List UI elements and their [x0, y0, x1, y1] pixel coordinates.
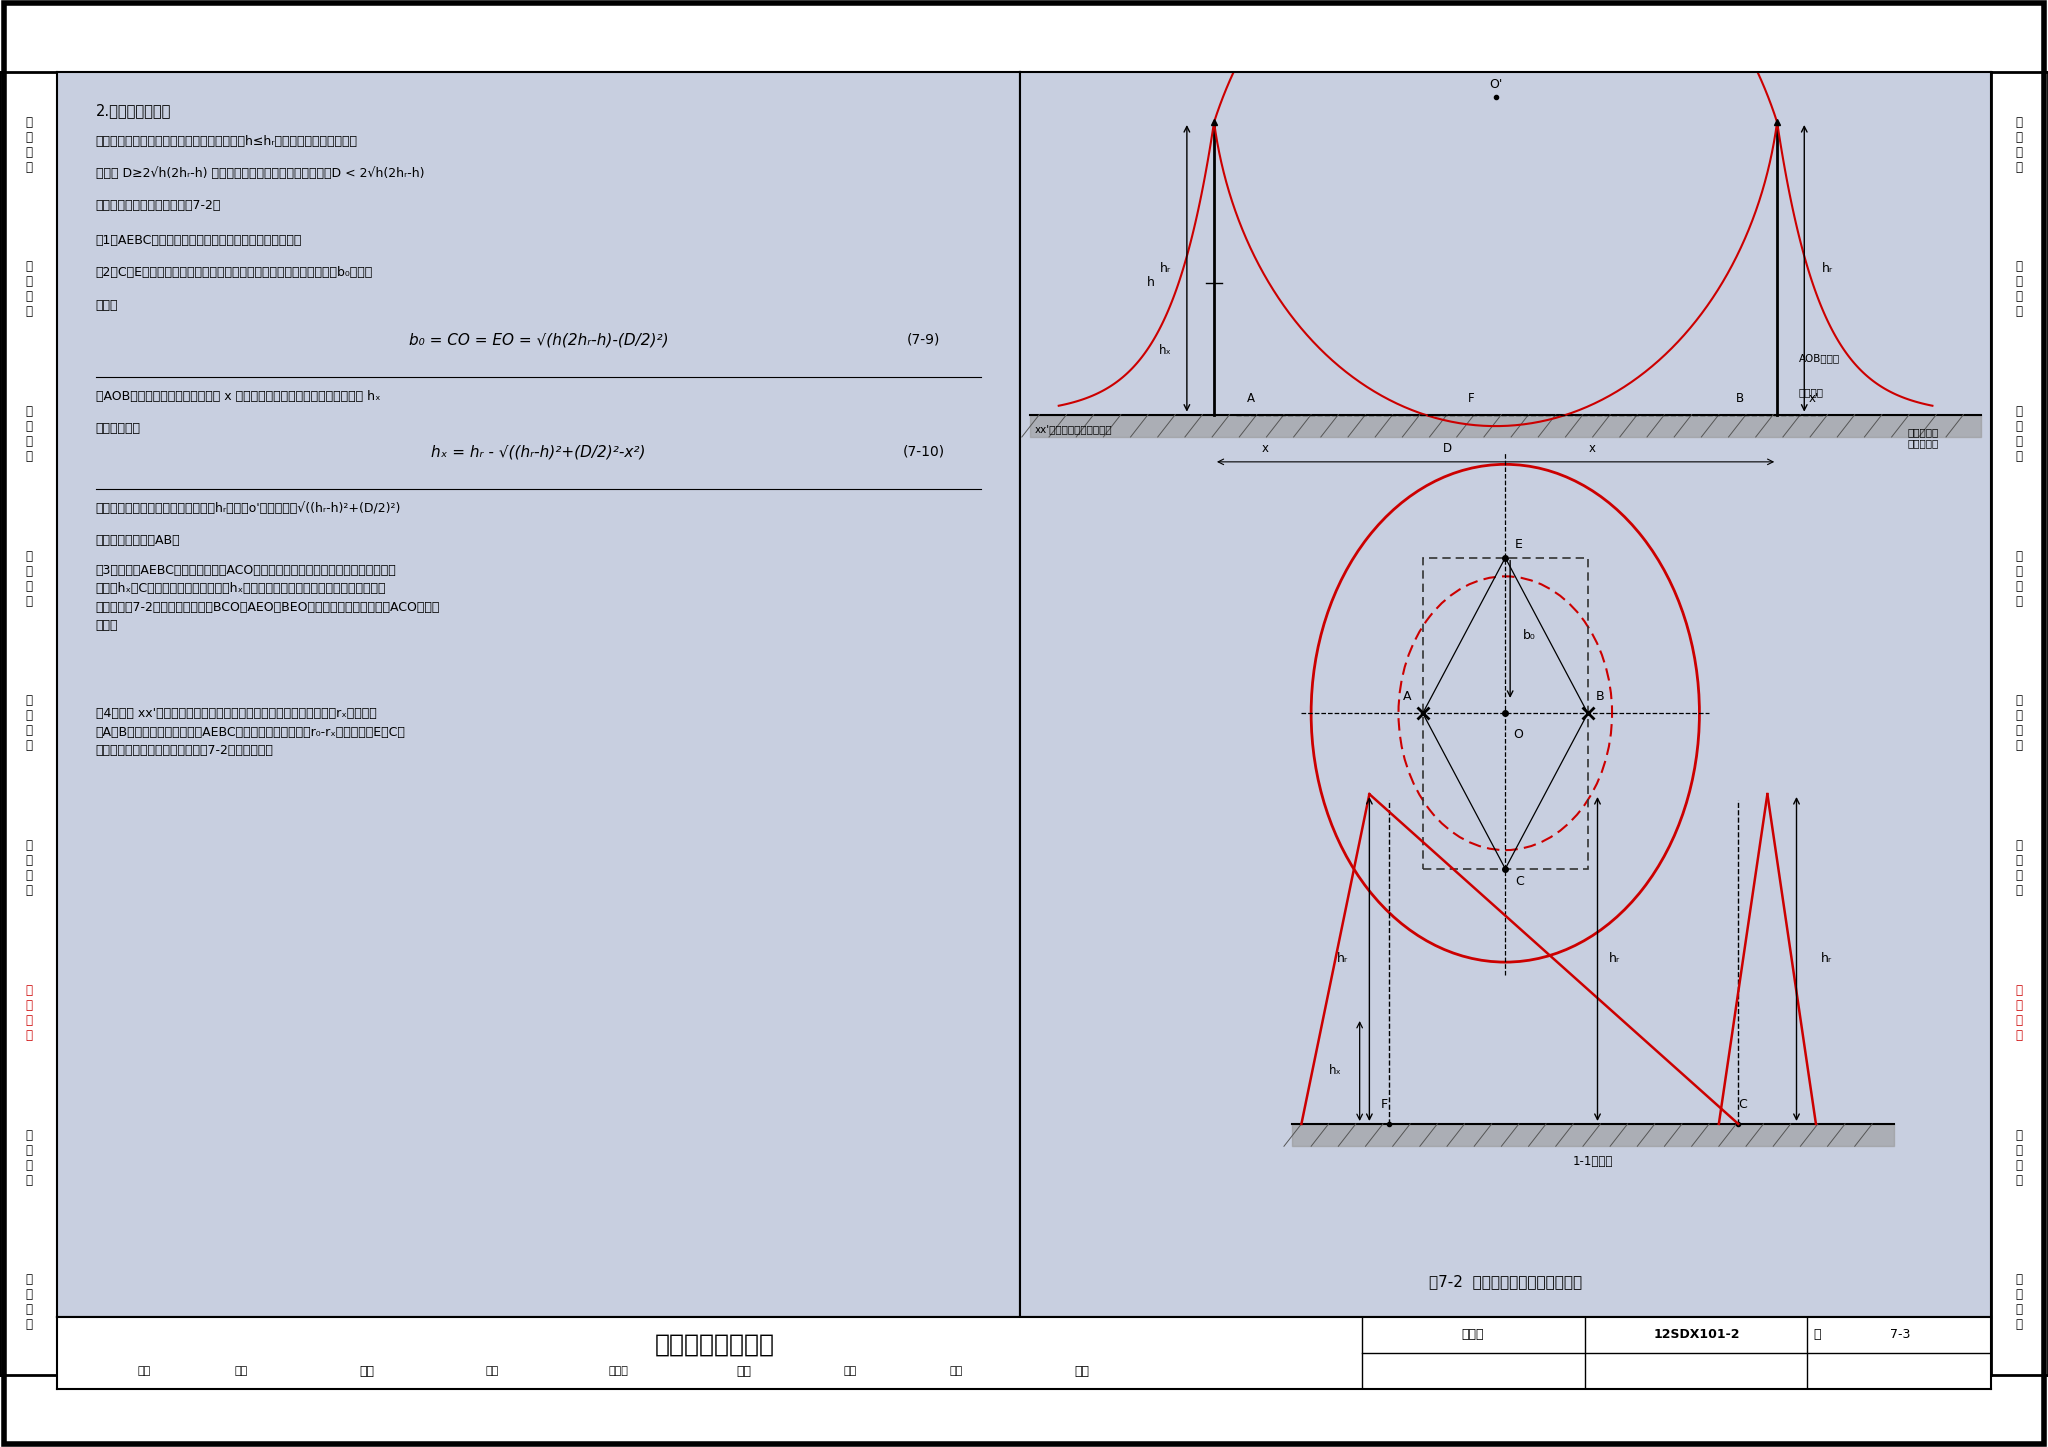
- Text: 保护范围: 保护范围: [1798, 388, 1823, 396]
- Text: 审核: 审核: [137, 1366, 152, 1376]
- Text: 工
程
示
例: 工 程 示 例: [2015, 1273, 2023, 1331]
- Text: 按下式确定：: 按下式确定：: [96, 423, 141, 436]
- Text: 的距离 D≥2√h(2hᵣ-h) 时，应按单支接闪杆的方法确定；当D < 2√h(2hᵣ-h): 的距离 D≥2√h(2hᵣ-h) 时，应按单支接闪杆的方法确定；当D < 2√h…: [96, 166, 424, 179]
- Text: 照
明
计
算: 照 明 计 算: [2015, 839, 2023, 897]
- Text: 巨力: 巨力: [358, 1365, 375, 1378]
- Text: 万力: 万力: [233, 1366, 248, 1376]
- Text: 马晓伟: 马晓伟: [608, 1366, 629, 1376]
- Text: 在AOB轴线上，距中心线任一距离 x 处，其在保护范围上边线上的保护高度 hₓ: 在AOB轴线上，距中心线任一距离 x 处，其在保护范围上边线上的保护高度 hₓ: [96, 389, 381, 402]
- Text: 易跻: 易跻: [735, 1365, 752, 1378]
- Text: 线
缆
截
面: 线 缆 截 面: [2015, 550, 2023, 608]
- Text: b₀: b₀: [1524, 629, 1536, 642]
- Text: hₓ: hₓ: [1329, 1065, 1341, 1078]
- Text: 常
用
设
备: 常 用 设 备: [25, 695, 33, 752]
- Text: 7-3: 7-3: [1890, 1328, 1911, 1340]
- Text: 防
雷
接
地: 防 雷 接 地: [2015, 984, 2023, 1042]
- Text: hᵣ: hᵣ: [1337, 952, 1348, 965]
- Text: 页: 页: [1812, 1328, 1821, 1340]
- Text: 照
明
计
算: 照 明 计 算: [25, 839, 33, 897]
- Text: F: F: [1468, 392, 1475, 405]
- Text: O': O': [1489, 78, 1503, 91]
- Text: (7-10): (7-10): [903, 444, 944, 459]
- Text: 计算：: 计算：: [96, 300, 119, 313]
- Text: 设计: 设计: [844, 1366, 856, 1376]
- Text: x: x: [1262, 441, 1270, 454]
- Text: hᵣ: hᵣ: [1159, 262, 1171, 275]
- Text: （2）C、E点位于两杆间的垂直平分线上，在地面每侧的最小保护宽度b₀按下式: （2）C、E点位于两杆间的垂直平分线上，在地面每侧的最小保护宽度b₀按下式: [96, 266, 373, 279]
- Text: （1）AEBC外侧的保护范围，按单支接闪杆的方法确定。: （1）AEBC外侧的保护范围，按单支接闪杆的方法确定。: [96, 234, 303, 247]
- Text: (7-9): (7-9): [907, 333, 940, 347]
- Text: 线
缆
截
面: 线 缆 截 面: [25, 550, 33, 608]
- Text: 继
电
保
护: 继 电 保 护: [25, 405, 33, 463]
- Text: 地面上保护
范围的截面: 地面上保护 范围的截面: [1907, 427, 1937, 449]
- Text: 负
荷
计
算: 负 荷 计 算: [2015, 116, 2023, 174]
- Text: 校对: 校对: [485, 1366, 500, 1376]
- Text: 弱
电
计
算: 弱 电 计 算: [2015, 1129, 2023, 1187]
- Text: hᵣ: hᵣ: [1823, 262, 1833, 275]
- Text: hₓ: hₓ: [1159, 344, 1171, 357]
- Text: 12SDX101-2: 12SDX101-2: [1653, 1328, 1741, 1340]
- Text: F: F: [1380, 1098, 1386, 1111]
- Text: x: x: [1589, 441, 1595, 454]
- Text: 负
荷
计
算: 负 荷 计 算: [25, 116, 33, 174]
- Text: b₀ = CO = EO = √(h(2hᵣ-h)-(D/2)²): b₀ = CO = EO = √(h(2hᵣ-h)-(D/2)²): [410, 333, 668, 347]
- Text: x': x': [1808, 392, 1819, 405]
- Text: 1-1剖面图: 1-1剖面图: [1573, 1155, 1614, 1168]
- Text: 为半径所做的圆弧AB。: 为半径所做的圆弧AB。: [96, 534, 180, 547]
- Text: O: O: [1513, 728, 1524, 741]
- Text: A: A: [1403, 690, 1411, 703]
- Text: B: B: [1595, 690, 1604, 703]
- Text: 周韬: 周韬: [950, 1366, 963, 1376]
- Text: xx'平面上保护范围的截面: xx'平面上保护范围的截面: [1034, 424, 1112, 434]
- Text: 弱
电
计
算: 弱 电 计 算: [25, 1129, 33, 1187]
- Text: 时，应按下列方法确定。见图7-2。: 时，应按下列方法确定。见图7-2。: [96, 200, 221, 213]
- Text: 图集号: 图集号: [1462, 1328, 1485, 1340]
- Text: 常
用
设
备: 常 用 设 备: [2015, 695, 2023, 752]
- Text: D: D: [1442, 441, 1452, 454]
- Text: C: C: [1516, 875, 1524, 888]
- Text: B: B: [1737, 392, 1745, 405]
- Text: 两支等高接闪杆的保护范围，在接闪杆的高度h≤hᵣ的情况下，当两支接闪杆: 两支等高接闪杆的保护范围，在接闪杆的高度h≤hᵣ的情况下，当两支接闪杆: [96, 135, 358, 148]
- Text: （3）两杆间AEBC内的保护范围、ACO部分的保护范围按以下方法确定：在任一保
护高度hₓ和C点所处的垂直平面上，以hₓ作为假想接闪杆，按单支接闪杆的方法逐点
: （3）两杆间AEBC内的保护范围、ACO部分的保护范围按以下方法确定：在任一保 …: [96, 564, 440, 632]
- Text: 短
路
计
算: 短 路 计 算: [25, 260, 33, 318]
- Text: hᵣ: hᵣ: [1610, 952, 1620, 965]
- Text: 该保护范围上边线是以中心线距地面hᵣ的一点o'为圆心，以√((hᵣ-h)²+(D/2)²): 该保护范围上边线是以中心线距地面hᵣ的一点o'为圆心，以√((hᵣ-h)²+(D…: [96, 502, 401, 515]
- Text: 短
路
计
算: 短 路 计 算: [2015, 260, 2023, 318]
- Text: 继
电
保
护: 继 电 保 护: [2015, 405, 2023, 463]
- Text: 防
雷
接
地: 防 雷 接 地: [25, 984, 33, 1042]
- Text: hₓ = hᵣ - √((hᵣ-h)²+(D/2)²-x²): hₓ = hᵣ - √((hᵣ-h)²+(D/2)²-x²): [432, 444, 645, 459]
- Text: 接闪杆的保护范围: 接闪杆的保护范围: [655, 1333, 774, 1356]
- Text: 辟彬: 辟彬: [1075, 1365, 1090, 1378]
- Text: h: h: [1147, 276, 1155, 289]
- Text: （4）确定 xx'平面上保护范围截面的方法：以单支接闪杆的保护半径rₓ为半径，
以A、B为圆心做弧线与四边形AEBC相交；以单支接闪杆的r₀-rₓ为半径，以E、: （4）确定 xx'平面上保护范围截面的方法：以单支接闪杆的保护半径rₓ为半径， …: [96, 708, 406, 757]
- Text: A: A: [1247, 392, 1255, 405]
- Text: 工
程
示
例: 工 程 示 例: [25, 1273, 33, 1331]
- Text: 2.两支等高接闪杆: 2.两支等高接闪杆: [96, 104, 172, 119]
- Text: C: C: [1739, 1098, 1747, 1111]
- Text: hᵣ: hᵣ: [1821, 952, 1831, 965]
- Text: 图7-2  两支等高接闪杆的保护范围: 图7-2 两支等高接闪杆的保护范围: [1430, 1275, 1581, 1289]
- Text: AOB轴线的: AOB轴线的: [1798, 353, 1839, 363]
- Text: E: E: [1516, 538, 1524, 551]
- Bar: [1423, 557, 1587, 868]
